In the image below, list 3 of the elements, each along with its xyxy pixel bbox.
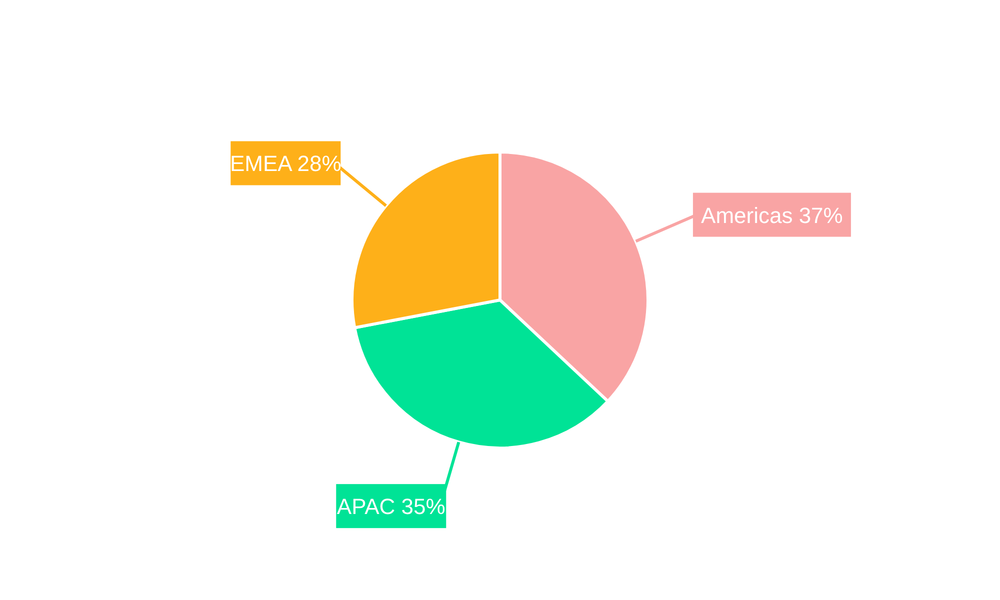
slice-label: APAC 35% <box>336 494 446 520</box>
slice-label: EMEA 28% <box>230 151 342 176</box>
slice-label: Americas 37% <box>701 202 843 228</box>
